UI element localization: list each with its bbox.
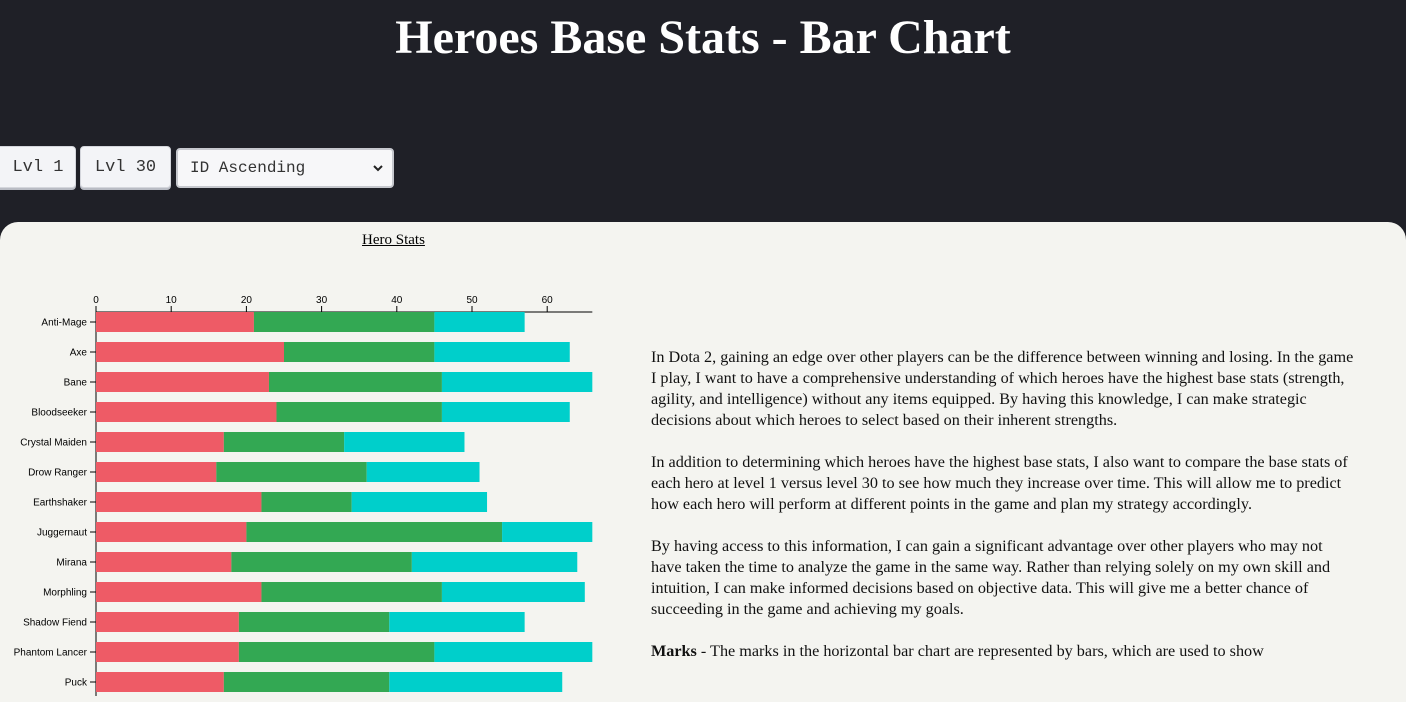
description-paragraph-1: In Dota 2, gaining an edge over other pl… (651, 348, 1354, 429)
x-tick-label: 50 (466, 295, 478, 306)
bar-segment (344, 432, 465, 452)
x-tick-label: 10 (166, 295, 178, 306)
bar-segment (284, 342, 435, 362)
bar-segment (389, 672, 563, 692)
bar-segment (411, 552, 578, 572)
bar-segment (96, 612, 239, 632)
x-tick-label: 20 (241, 295, 253, 306)
bar-segment (238, 612, 390, 632)
level-1-button[interactable]: Lvl 1 (0, 146, 76, 188)
y-tick-label: Earthshaker (33, 498, 88, 509)
bar-segment (276, 402, 442, 422)
bar-segment (216, 462, 367, 482)
bar-segment (96, 462, 217, 482)
bar-segment (223, 672, 390, 692)
bar-segment (96, 312, 254, 332)
x-tick-label: 40 (391, 295, 403, 306)
bar-segment (223, 432, 345, 452)
y-tick-label: Shadow Fiend (23, 618, 87, 629)
y-tick-label: Morphling (43, 588, 87, 599)
bar-segment (96, 492, 262, 512)
chevron-down-icon (373, 165, 383, 172)
y-tick-label: Juggernaut (37, 528, 87, 539)
y-tick-label: Mirana (56, 558, 87, 569)
bar-segment (253, 312, 435, 332)
description-paragraph-3: By having access to this information, I … (651, 537, 1331, 618)
description-paragraph-marks: Marks - The marks in the horizontal bar … (651, 641, 1357, 662)
bar-segment (434, 342, 570, 362)
y-tick-label: Drow Ranger (28, 468, 88, 479)
bar-segment (96, 642, 239, 662)
description-paragraph-2: In addition to determining which heroes … (651, 453, 1348, 513)
chart-title: Hero Stats (362, 232, 425, 248)
bar-segment (434, 312, 525, 332)
y-tick-label: Puck (65, 678, 88, 689)
y-tick-label: Phantom Lancer (14, 648, 88, 659)
bar-segment (389, 612, 525, 632)
bar-segment (441, 582, 585, 602)
stacked-bar-chart: 0 10 20 30 40 50 60 Anti-Mage Axe Bane Bloodseeker… (14, 295, 593, 696)
bar-segment (351, 492, 488, 512)
bar-segment (434, 642, 593, 662)
x-tick-label: 30 (316, 295, 328, 306)
sort-order-value: ID Ascending (190, 159, 306, 177)
bar-segment (96, 402, 277, 422)
bar-segment (441, 402, 570, 422)
marks-text: - The marks in the horizontal bar chart … (696, 642, 1264, 660)
page-title: Heroes Base Stats - Bar Chart (395, 11, 1011, 64)
level-30-button[interactable]: Lvl 30 (80, 146, 171, 188)
bar-segment (502, 522, 593, 542)
x-tick-label: 60 (542, 295, 554, 306)
y-tick-label: Crystal Maiden (20, 438, 87, 449)
bar-segment (96, 432, 224, 452)
bar-segment (246, 522, 503, 542)
x-tick-label: 0 (93, 295, 99, 306)
y-tick-label: Axe (70, 348, 88, 359)
y-tick-label: Bane (64, 378, 88, 389)
bar-segment (96, 672, 224, 692)
bar-segment (96, 372, 269, 392)
bar-segment (261, 582, 442, 602)
bar-segment (268, 372, 442, 392)
sort-order-select[interactable]: ID Ascending (176, 148, 394, 188)
bar-segment (261, 492, 352, 512)
bar-segment (96, 342, 284, 362)
bar-segment (96, 522, 247, 542)
bar-segment (231, 552, 412, 572)
bar-segment (96, 552, 232, 572)
bar-segment (238, 642, 435, 662)
y-tick-label: Bloodseeker (31, 408, 87, 419)
description-text: In Dota 2, gaining an edge over other pl… (651, 347, 1357, 683)
bar-segment (96, 582, 262, 602)
bar-segment (366, 462, 480, 482)
y-tick-label: Anti-Mage (41, 318, 87, 329)
marks-label: Marks (651, 642, 697, 660)
bar-segment (441, 372, 593, 392)
